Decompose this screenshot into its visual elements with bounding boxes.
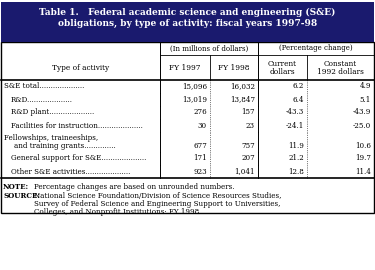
Text: dollars: dollars <box>270 68 296 76</box>
Text: 276: 276 <box>193 109 207 116</box>
Text: 207: 207 <box>241 154 255 163</box>
Text: 23: 23 <box>246 122 255 130</box>
Text: R&D plant....................: R&D plant.................... <box>11 109 94 116</box>
Text: (Percentage change): (Percentage change) <box>279 45 353 52</box>
Text: 171: 171 <box>194 154 207 163</box>
Text: 19.7: 19.7 <box>355 154 371 163</box>
Text: Fellowships, traineeships,: Fellowships, traineeships, <box>4 134 98 142</box>
Text: 4.9: 4.9 <box>360 83 371 90</box>
Text: 13,019: 13,019 <box>182 96 207 103</box>
Text: 16,032: 16,032 <box>230 83 255 90</box>
Text: FY 1998: FY 1998 <box>218 63 250 72</box>
Text: -25.0: -25.0 <box>353 122 371 130</box>
Text: 30: 30 <box>198 122 207 130</box>
Text: Constant: Constant <box>324 60 357 69</box>
Text: -43.3: -43.3 <box>286 109 304 116</box>
Text: -24.1: -24.1 <box>286 122 304 130</box>
Text: 13,847: 13,847 <box>230 96 255 103</box>
Text: Current: Current <box>268 60 297 69</box>
Text: Colleges, and Nonprofit Institutions: FY 1998: Colleges, and Nonprofit Institutions: FY… <box>34 208 199 216</box>
Bar <box>1 42 374 213</box>
Text: S&E total....................: S&E total.................... <box>4 83 84 90</box>
Text: Survey of Federal Science and Engineering Support to Universities,: Survey of Federal Science and Engineerin… <box>34 200 280 208</box>
Text: 6.4: 6.4 <box>292 96 304 103</box>
Text: Table 1.   Federal academic science and engineering (S&E): Table 1. Federal academic science and en… <box>39 8 336 16</box>
Text: 923: 923 <box>194 167 207 176</box>
Text: Type of activity: Type of activity <box>52 63 109 72</box>
Text: 11.4: 11.4 <box>355 167 371 176</box>
Text: 10.6: 10.6 <box>355 142 371 150</box>
Text: General support for S&E....................: General support for S&E.................… <box>11 154 146 163</box>
Text: Facilities for instruction....................: Facilities for instruction..............… <box>11 122 143 130</box>
Text: National Science Foundation/Division of Science Resources Studies,: National Science Foundation/Division of … <box>34 192 281 200</box>
Text: 6.2: 6.2 <box>292 83 304 90</box>
Text: 15,096: 15,096 <box>182 83 207 90</box>
Text: obligations, by type of activity: fiscal years 1997-98: obligations, by type of activity: fiscal… <box>58 18 317 28</box>
Text: 12.8: 12.8 <box>288 167 304 176</box>
Text: R&D....................: R&D.................... <box>11 96 73 103</box>
Text: 1,041: 1,041 <box>234 167 255 176</box>
Text: 677: 677 <box>193 142 207 150</box>
Text: Other S&E activities....................: Other S&E activities.................... <box>11 167 130 176</box>
Text: 11.9: 11.9 <box>288 142 304 150</box>
Text: 1992 dollars: 1992 dollars <box>317 68 364 76</box>
Text: NOTE:: NOTE: <box>3 183 29 191</box>
Text: 157: 157 <box>242 109 255 116</box>
Text: SOURCE:: SOURCE: <box>3 192 40 200</box>
Text: 5.1: 5.1 <box>360 96 371 103</box>
Text: and training grants..............: and training grants.............. <box>14 142 116 150</box>
Text: 757: 757 <box>241 142 255 150</box>
Text: -43.9: -43.9 <box>352 109 371 116</box>
Text: FY 1997: FY 1997 <box>169 63 201 72</box>
Text: Percentage changes are based on unrounded numbers.: Percentage changes are based on unrounde… <box>34 183 234 191</box>
Text: 21.2: 21.2 <box>288 154 304 163</box>
Text: (In millions of dollars): (In millions of dollars) <box>170 45 248 52</box>
Bar <box>1 2 374 42</box>
